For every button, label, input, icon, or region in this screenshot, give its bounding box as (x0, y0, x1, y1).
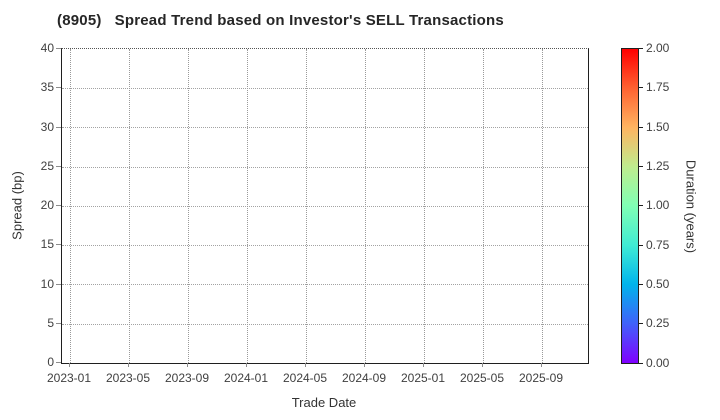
chart-title: (8905) Spread Trend based on Investor's … (57, 12, 504, 29)
gridline-h-10 (62, 284, 588, 285)
colorbar-tick-label: 2.00 (646, 41, 670, 55)
x-tick-mark (69, 363, 70, 367)
colorbar-tick-label: 1.00 (646, 198, 670, 212)
x-tick-label: 2025-01 (400, 371, 446, 385)
colorbar-tick-label: 1.25 (646, 159, 670, 173)
y-tick-label: 30 (40, 120, 54, 134)
gridline-h-20 (62, 206, 588, 207)
x-tick-mark (305, 363, 306, 367)
y-tick-label: 35 (40, 80, 54, 94)
gridline-v-2024-05 (306, 49, 307, 363)
y-tick-mark (56, 244, 61, 245)
colorbar-tick-label: 0.25 (646, 316, 670, 330)
colorbar-tick-mark (639, 245, 643, 246)
colorbar-tick-label: 1.75 (646, 80, 670, 94)
gridline-v-2025-01 (424, 49, 425, 363)
x-tick-mark (423, 363, 424, 367)
y-tick-label: 25 (40, 159, 54, 173)
x-tick-mark (541, 363, 542, 367)
colorbar-tick-mark (639, 363, 643, 364)
x-tick-label: 2025-05 (459, 371, 505, 385)
x-tick-label: 2024-09 (341, 371, 387, 385)
x-tick-mark (482, 363, 483, 367)
colorbar-tick-label: 0.75 (646, 238, 670, 252)
gridline-h-15 (62, 245, 588, 246)
y-tick-label: 0 (47, 355, 54, 369)
y-tick-mark (56, 48, 61, 49)
gridline-v-2024-01 (247, 49, 248, 363)
x-tick-mark (187, 363, 188, 367)
gridline-v-2023-05 (129, 49, 130, 363)
colorbar-tick-label: 1.50 (646, 120, 670, 134)
gridline-h-30 (62, 127, 588, 128)
y-tick-mark (56, 205, 61, 206)
gridline-v-2023-09 (188, 49, 189, 363)
colorbar-tick-mark (639, 284, 643, 285)
colorbar-axis-label: Duration (years) (683, 159, 699, 254)
x-tick-label: 2024-05 (282, 371, 328, 385)
colorbar-gradient (621, 48, 639, 364)
plot-area (61, 48, 589, 364)
gridline-v-2023-01 (70, 49, 71, 363)
colorbar-tick-mark (639, 205, 643, 206)
colorbar-tick-label: 0.50 (646, 277, 670, 291)
x-tick-label: 2023-01 (46, 371, 92, 385)
x-tick-label: 2024-01 (223, 371, 269, 385)
y-tick-mark (56, 362, 61, 363)
gridline-h-25 (62, 167, 588, 168)
y-tick-mark (56, 284, 61, 285)
y-tick-mark (56, 127, 61, 128)
gridline-h-5 (62, 324, 588, 325)
y-tick-mark (56, 87, 61, 88)
colorbar-tick-label: 0.00 (646, 356, 670, 370)
y-tick-label: 5 (47, 316, 54, 330)
colorbar-tick-mark (639, 323, 643, 324)
x-tick-mark (246, 363, 247, 367)
y-tick-label: 10 (40, 277, 54, 291)
x-tick-label: 2023-09 (164, 371, 210, 385)
gridline-v-2024-09 (365, 49, 366, 363)
x-axis-label: Trade Date (291, 395, 357, 410)
colorbar-tick-mark (639, 127, 643, 128)
colorbar-tick-mark (639, 48, 643, 49)
colorbar-tick-mark (639, 87, 643, 88)
gridline-h-35 (62, 88, 588, 89)
x-tick-label: 2023-05 (105, 371, 151, 385)
y-tick-label: 15 (40, 237, 54, 251)
y-tick-mark (56, 323, 61, 324)
x-tick-label: 2025-09 (518, 371, 564, 385)
gridline-v-2025-05 (483, 49, 484, 363)
gridline-v-2025-09 (542, 49, 543, 363)
colorbar-tick-mark (639, 166, 643, 167)
y-tick-label: 40 (40, 41, 54, 55)
y-tick-mark (56, 166, 61, 167)
x-tick-mark (128, 363, 129, 367)
x-tick-mark (364, 363, 365, 367)
y-tick-label: 20 (40, 198, 54, 212)
